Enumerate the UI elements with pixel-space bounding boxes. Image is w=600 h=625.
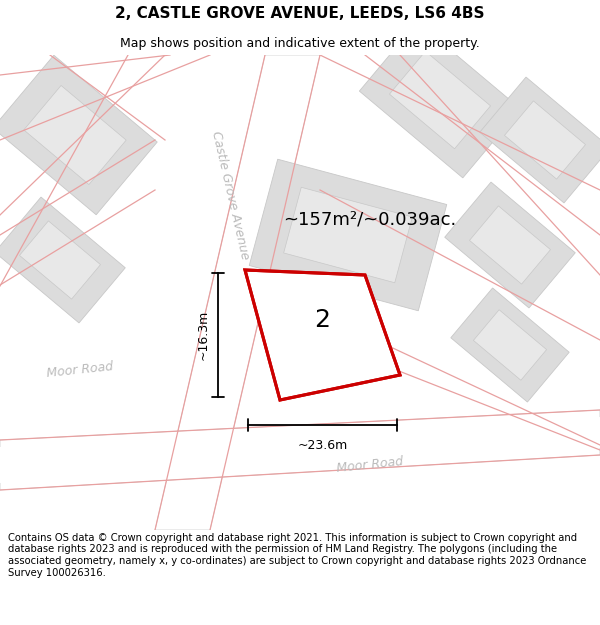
Text: ~16.3m: ~16.3m bbox=[197, 310, 210, 360]
Text: ~23.6m: ~23.6m bbox=[298, 439, 347, 452]
Polygon shape bbox=[245, 270, 400, 400]
Polygon shape bbox=[480, 77, 600, 203]
Text: 2: 2 bbox=[314, 308, 331, 332]
Polygon shape bbox=[469, 206, 551, 284]
Polygon shape bbox=[0, 197, 125, 323]
Text: Contains OS data © Crown copyright and database right 2021. This information is : Contains OS data © Crown copyright and d… bbox=[8, 533, 586, 578]
Text: Moor Road: Moor Road bbox=[46, 360, 114, 380]
Polygon shape bbox=[451, 288, 569, 402]
Polygon shape bbox=[473, 310, 547, 380]
Text: ~157m²/~0.039ac.: ~157m²/~0.039ac. bbox=[283, 211, 457, 229]
Polygon shape bbox=[0, 417, 600, 483]
Polygon shape bbox=[155, 55, 320, 530]
Polygon shape bbox=[445, 182, 575, 308]
Text: 2, CASTLE GROVE AVENUE, LEEDS, LS6 4BS: 2, CASTLE GROVE AVENUE, LEEDS, LS6 4BS bbox=[115, 6, 485, 21]
Text: Castle Grove Avenue: Castle Grove Avenue bbox=[209, 129, 251, 261]
Polygon shape bbox=[359, 22, 521, 178]
Polygon shape bbox=[0, 55, 157, 215]
Polygon shape bbox=[24, 86, 126, 184]
Polygon shape bbox=[284, 188, 412, 282]
Polygon shape bbox=[389, 51, 491, 149]
Polygon shape bbox=[249, 159, 447, 311]
Polygon shape bbox=[19, 221, 101, 299]
Text: Moor Road: Moor Road bbox=[336, 455, 404, 475]
Polygon shape bbox=[0, 410, 600, 490]
Polygon shape bbox=[505, 101, 586, 179]
Text: Map shows position and indicative extent of the property.: Map shows position and indicative extent… bbox=[120, 38, 480, 51]
